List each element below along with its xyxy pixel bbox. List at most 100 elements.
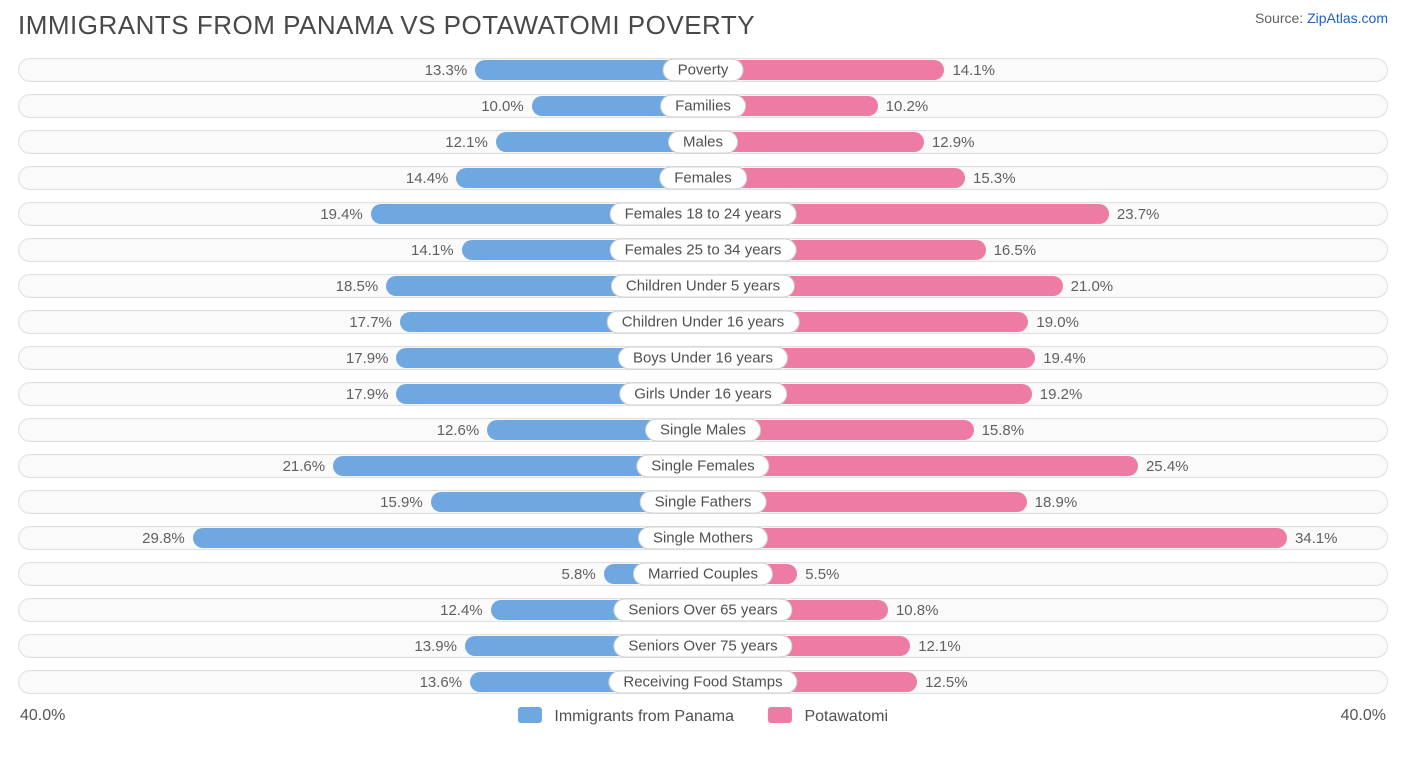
- category-label: Children Under 5 years: [611, 275, 795, 298]
- category-label: Girls Under 16 years: [619, 383, 787, 406]
- row-left-half: 29.8%: [18, 526, 703, 550]
- category-label: Single Females: [636, 455, 769, 478]
- row-right-half: 19.4%: [703, 346, 1388, 370]
- row-right-half: 14.1%: [703, 58, 1388, 82]
- category-label: Seniors Over 75 years: [613, 635, 792, 658]
- row-right-half: 15.8%: [703, 418, 1388, 442]
- chart-row: 17.9% 19.4% Boys Under 16 years: [18, 343, 1388, 373]
- value-left: 18.5%: [336, 274, 379, 298]
- row-left-half: 18.5%: [18, 274, 703, 298]
- row-right-half: 12.1%: [703, 634, 1388, 658]
- value-right: 10.2%: [886, 94, 929, 118]
- value-left: 13.3%: [425, 58, 468, 82]
- x-axis: 40.0% Immigrants from Panama Potawatomi …: [18, 703, 1388, 725]
- axis-max-right: 40.0%: [1341, 707, 1386, 725]
- category-label: Females 18 to 24 years: [610, 203, 797, 226]
- value-right: 15.8%: [982, 418, 1025, 442]
- value-left: 14.1%: [411, 238, 454, 262]
- row-right-half: 19.0%: [703, 310, 1388, 334]
- row-right-half: 10.2%: [703, 94, 1388, 118]
- row-right-half: 10.8%: [703, 598, 1388, 622]
- value-right: 14.1%: [952, 58, 995, 82]
- row-left-half: 14.1%: [18, 238, 703, 262]
- legend-item-right: Potawatomi: [768, 707, 888, 726]
- value-left: 5.8%: [561, 562, 595, 586]
- category-label: Males: [668, 131, 738, 154]
- row-right-half: 18.9%: [703, 490, 1388, 514]
- value-right: 23.7%: [1117, 202, 1160, 226]
- chart-row: 17.9% 19.2% Girls Under 16 years: [18, 379, 1388, 409]
- row-right-half: 16.5%: [703, 238, 1388, 262]
- legend-swatch-left: [518, 707, 542, 723]
- value-left: 29.8%: [142, 526, 185, 550]
- chart-row: 13.9% 12.1% Seniors Over 75 years: [18, 631, 1388, 661]
- row-left-half: 17.9%: [18, 346, 703, 370]
- legend-item-left: Immigrants from Panama: [518, 707, 734, 726]
- value-right: 19.0%: [1036, 310, 1079, 334]
- row-right-half: 23.7%: [703, 202, 1388, 226]
- row-left-half: 13.6%: [18, 670, 703, 694]
- bar-left: [193, 528, 703, 548]
- value-left: 19.4%: [320, 202, 363, 226]
- chart-row: 13.3% 14.1% Poverty: [18, 55, 1388, 85]
- value-left: 13.9%: [414, 634, 457, 658]
- row-left-half: 13.3%: [18, 58, 703, 82]
- row-left-half: 5.8%: [18, 562, 703, 586]
- chart-row: 12.1% 12.9% Males: [18, 127, 1388, 157]
- value-left: 10.0%: [481, 94, 524, 118]
- value-right: 15.3%: [973, 166, 1016, 190]
- source-link[interactable]: ZipAtlas.com: [1307, 10, 1388, 26]
- value-right: 25.4%: [1146, 454, 1189, 478]
- value-right: 19.2%: [1040, 382, 1083, 406]
- value-right: 12.5%: [925, 670, 968, 694]
- value-right: 12.9%: [932, 130, 975, 154]
- category-label: Married Couples: [633, 563, 773, 586]
- source-prefix: Source:: [1255, 10, 1307, 26]
- row-left-half: 15.9%: [18, 490, 703, 514]
- category-label: Seniors Over 65 years: [613, 599, 792, 622]
- value-right: 12.1%: [918, 634, 961, 658]
- source-attribution: Source: ZipAtlas.com: [1255, 10, 1388, 26]
- row-right-half: 34.1%: [703, 526, 1388, 550]
- row-left-half: 12.6%: [18, 418, 703, 442]
- value-left: 13.6%: [420, 670, 463, 694]
- chart-row: 14.4% 15.3% Females: [18, 163, 1388, 193]
- row-right-half: 19.2%: [703, 382, 1388, 406]
- value-left: 21.6%: [283, 454, 326, 478]
- legend-swatch-right: [768, 707, 792, 723]
- diverging-bar-chart: 13.3% 14.1% Poverty 10.0% 10.2% Families…: [18, 55, 1388, 697]
- value-left: 17.7%: [349, 310, 392, 334]
- category-label: Females 25 to 34 years: [610, 239, 797, 262]
- chart-row: 12.6% 15.8% Single Males: [18, 415, 1388, 445]
- chart-row: 21.6% 25.4% Single Females: [18, 451, 1388, 481]
- row-left-half: 17.9%: [18, 382, 703, 406]
- row-right-half: 21.0%: [703, 274, 1388, 298]
- chart-container: IMMIGRANTS FROM PANAMA VS POTAWATOMI POV…: [0, 0, 1406, 758]
- row-left-half: 19.4%: [18, 202, 703, 226]
- bar-right: [703, 528, 1287, 548]
- chart-row: 14.1% 16.5% Females 25 to 34 years: [18, 235, 1388, 265]
- value-right: 10.8%: [896, 598, 939, 622]
- header: IMMIGRANTS FROM PANAMA VS POTAWATOMI POV…: [18, 10, 1388, 41]
- value-left: 12.6%: [437, 418, 480, 442]
- chart-row: 29.8% 34.1% Single Mothers: [18, 523, 1388, 553]
- category-label: Single Males: [645, 419, 761, 442]
- value-right: 19.4%: [1043, 346, 1086, 370]
- row-right-half: 12.5%: [703, 670, 1388, 694]
- chart-row: 17.7% 19.0% Children Under 16 years: [18, 307, 1388, 337]
- category-label: Single Fathers: [640, 491, 767, 514]
- value-left: 17.9%: [346, 346, 389, 370]
- value-right: 18.9%: [1035, 490, 1078, 514]
- row-left-half: 17.7%: [18, 310, 703, 334]
- chart-row: 18.5% 21.0% Children Under 5 years: [18, 271, 1388, 301]
- category-label: Receiving Food Stamps: [608, 671, 797, 694]
- chart-row: 12.4% 10.8% Seniors Over 65 years: [18, 595, 1388, 625]
- row-left-half: 21.6%: [18, 454, 703, 478]
- value-left: 12.1%: [445, 130, 488, 154]
- category-label: Single Mothers: [638, 527, 768, 550]
- value-left: 14.4%: [406, 166, 449, 190]
- value-right: 5.5%: [805, 562, 839, 586]
- chart-row: 19.4% 23.7% Females 18 to 24 years: [18, 199, 1388, 229]
- category-label: Poverty: [663, 59, 744, 82]
- row-left-half: 13.9%: [18, 634, 703, 658]
